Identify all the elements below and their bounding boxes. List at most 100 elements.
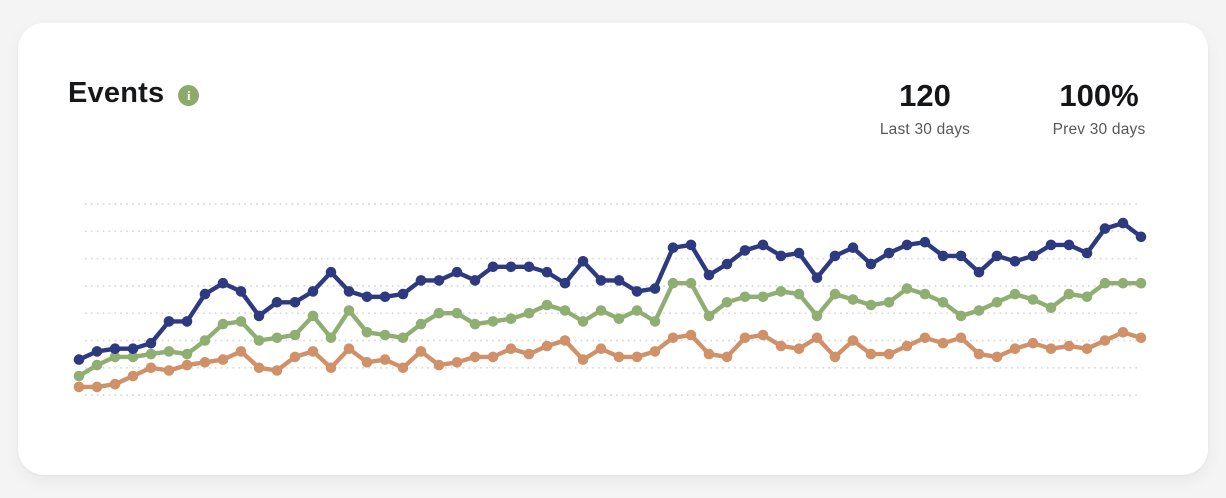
orange-series-point: [235, 346, 247, 357]
orange-series-point: [415, 346, 427, 357]
orange-series-point: [1009, 343, 1021, 354]
orange-series-point: [919, 332, 931, 344]
navy-series-point: [1099, 223, 1111, 234]
green-series-point: [271, 332, 283, 344]
navy-series-point: [829, 250, 841, 262]
navy-series-point: [343, 286, 355, 297]
orange-series-point: [901, 340, 913, 352]
green-series-point: [775, 286, 787, 297]
green-series-point: [487, 316, 499, 327]
navy-series-point: [127, 343, 139, 354]
navy-series-point: [631, 286, 643, 297]
orange-series-point: [883, 348, 895, 360]
navy-series-point: [847, 242, 859, 253]
orange-series-point: [181, 359, 193, 371]
orange-series-point: [955, 332, 967, 344]
green-series-point: [703, 310, 715, 322]
orange-series-point: [307, 346, 319, 357]
green-series-point: [919, 288, 931, 300]
orange-series-point: [1117, 327, 1129, 338]
navy-series-point: [739, 245, 751, 256]
navy-series-point: [433, 275, 445, 286]
navy-series-point: [109, 343, 121, 354]
orange-series-point: [199, 357, 211, 368]
navy-series-point: [325, 266, 337, 278]
navy-series-point: [1027, 250, 1039, 262]
navy-series-point: [73, 354, 85, 365]
orange-series-point: [343, 343, 355, 354]
navy-series-point: [1009, 256, 1021, 267]
orange-series-point: [523, 348, 535, 360]
green-series-point: [523, 307, 535, 319]
green-series-point: [361, 327, 373, 338]
navy-series-point: [955, 250, 967, 262]
green-series-point: [613, 313, 625, 324]
navy-series-point: [811, 272, 823, 283]
orange-series-point: [793, 343, 805, 354]
green-series-point: [415, 318, 427, 330]
orange-series-point: [109, 378, 121, 390]
navy-series-point: [145, 337, 157, 349]
navy-series-point: [1063, 239, 1075, 251]
stat-last-30-days: 120 Last 30 days: [870, 78, 980, 139]
green-series-point: [829, 288, 841, 300]
green-series-point: [451, 307, 463, 319]
navy-series-point: [775, 250, 787, 262]
green-series-point: [649, 316, 661, 327]
navy-series-point: [1081, 247, 1093, 259]
orange-series-point: [487, 351, 499, 363]
green-series-point: [1009, 288, 1021, 300]
orange-series-point: [397, 362, 409, 374]
orange-series-point: [1135, 332, 1147, 344]
orange-series-point: [91, 381, 103, 393]
green-series-point: [595, 305, 607, 316]
orange-series-point: [631, 351, 643, 363]
green-series-point: [541, 299, 553, 311]
green-series-point: [739, 291, 751, 303]
green-series-point: [1081, 291, 1093, 303]
orange-series-point: [469, 351, 481, 363]
orange-series-point: [595, 343, 607, 354]
navy-series-point: [703, 269, 715, 281]
navy-series-point: [469, 275, 481, 286]
stat-current-value: 120: [899, 78, 951, 113]
info-icon[interactable]: i: [178, 84, 200, 106]
navy-series-point: [235, 286, 247, 297]
navy-series-point: [685, 239, 697, 251]
stat-prev-30-days: 100% Prev 30 days: [1044, 78, 1154, 139]
green-series-point: [145, 348, 157, 360]
green-series-point: [667, 277, 679, 289]
navy-series-point: [415, 275, 427, 286]
green-series-point: [379, 329, 391, 341]
stat-current-label: Last 30 days: [879, 120, 971, 138]
navy-series-point: [1117, 217, 1129, 229]
events-card: Events i 120 Last 30 days 100% Prev 30 d…: [18, 23, 1208, 475]
orange-series-point: [649, 346, 661, 357]
orange-series-point: [379, 354, 391, 365]
navy-series-point: [901, 239, 913, 251]
green-series-point: [73, 370, 85, 382]
events-line-chart: [73, 203, 1147, 396]
navy-series-point: [1045, 239, 1057, 251]
card-header: Events i 120 Last 30 days 100% Prev 30 d…: [68, 77, 1154, 168]
orange-series-point: [721, 351, 733, 363]
green-series-point: [325, 332, 337, 344]
green-series-point: [793, 288, 805, 300]
navy-series-point: [523, 261, 535, 273]
green-series-point: [757, 291, 769, 303]
navy-series-point: [307, 286, 319, 297]
navy-series-point: [1135, 231, 1147, 243]
orange-series-point: [73, 381, 85, 393]
stat-previous-label: Prev 30 days: [1052, 120, 1146, 138]
green-series-point: [1117, 277, 1129, 289]
stat-previous-value: 100%: [1059, 78, 1139, 113]
navy-series-point: [451, 266, 463, 278]
orange-series-point: [667, 332, 679, 344]
navy-series-point: [883, 247, 895, 259]
navy-series-point: [667, 242, 679, 253]
orange-series-point: [973, 348, 985, 360]
green-series-point: [1135, 277, 1147, 289]
orange-series-point: [703, 348, 715, 360]
navy-series-point: [487, 261, 499, 273]
orange-series-point: [451, 357, 463, 368]
